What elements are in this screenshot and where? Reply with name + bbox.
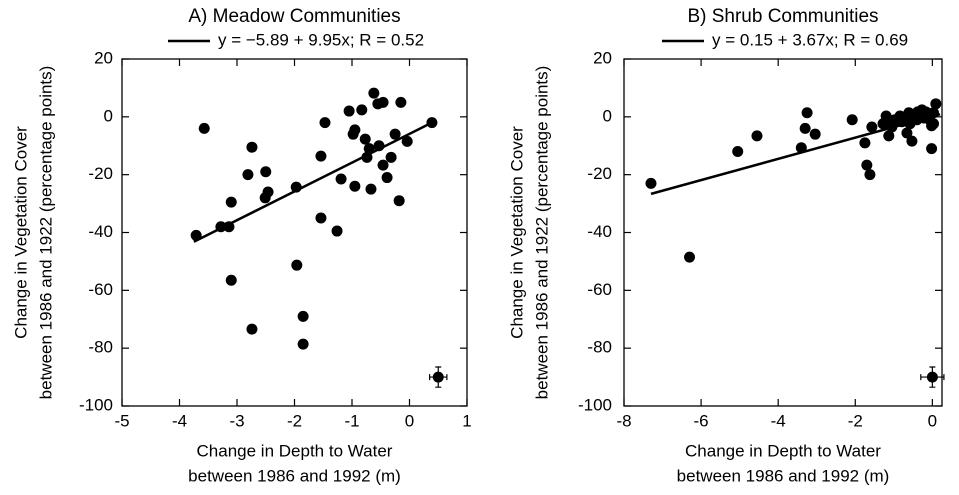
data-point (846, 114, 858, 126)
data-point (401, 135, 413, 147)
data-point (859, 137, 871, 149)
data-point (809, 128, 821, 140)
data-point (732, 146, 744, 158)
data-point (242, 169, 254, 181)
y-tick-label: -20 (587, 164, 612, 183)
data-point (260, 166, 272, 178)
x-tick-label: -6 (694, 411, 709, 430)
x-tick-label: -4 (172, 411, 187, 430)
error-bar-point (926, 371, 938, 383)
data-point (315, 150, 327, 162)
y-tick-label: 0 (603, 106, 612, 125)
data-point (381, 172, 393, 184)
y-tick-label: -80 (88, 338, 113, 357)
y-axis-label: Change in Vegetation Cover (507, 126, 526, 339)
x-tick-label: 0 (405, 411, 414, 430)
x-tick-label: -1 (344, 411, 359, 430)
data-point (335, 173, 347, 185)
data-point (926, 143, 938, 155)
x-tick-label: 1 (462, 411, 471, 430)
x-tick-label: 0 (928, 411, 937, 430)
y-axis-label: Change in Vegetation Cover (11, 126, 30, 339)
data-point (861, 159, 873, 171)
fit-line (650, 113, 941, 196)
y-tick-label: -20 (88, 164, 113, 183)
data-point (645, 177, 657, 189)
data-point (291, 259, 303, 271)
data-point (349, 124, 361, 136)
data-point (385, 151, 397, 163)
data-point (930, 98, 942, 110)
data-point (225, 274, 237, 286)
legend-label: y = 0.15 + 3.67x; R = 0.69 (712, 30, 908, 49)
chart-title: B) Shrub Communities (687, 6, 878, 27)
data-point (864, 169, 876, 181)
data-point (377, 96, 389, 108)
data-point (246, 141, 258, 153)
plot-frame (121, 58, 468, 407)
y-axis-label: between 1986 and 1922 (percentage points… (36, 66, 55, 400)
y-tick-label: 0 (104, 106, 113, 125)
data-point (246, 323, 258, 335)
data-point (426, 117, 438, 129)
x-tick-label: -2 (287, 411, 302, 430)
data-point (331, 225, 343, 237)
y-axis-label: between 1986 and 1922 (percentage points… (532, 66, 551, 400)
x-axis-label: between 1986 and 1992 (m) (677, 466, 890, 485)
y-tick-label: 20 (593, 48, 612, 67)
y-tick-label: -80 (587, 338, 612, 357)
data-point (368, 87, 380, 99)
x-tick-label: -4 (771, 411, 786, 430)
fit-line (193, 122, 431, 243)
chart-title: A) Meadow Communities (188, 6, 400, 27)
data-point (751, 130, 763, 142)
y-tick-label: 20 (94, 48, 113, 67)
data-point (315, 212, 327, 224)
x-axis-label: between 1986 and 1992 (m) (188, 466, 401, 485)
data-point (928, 118, 940, 130)
data-point (343, 105, 355, 117)
x-tick-label: -2 (848, 411, 863, 430)
data-point (359, 133, 371, 145)
x-tick-label: -8 (616, 411, 631, 430)
data-point (225, 196, 237, 208)
data-point (906, 135, 918, 147)
data-point (901, 127, 913, 139)
data-point (297, 310, 309, 322)
data-point (349, 180, 361, 192)
y-tick-label: -60 (587, 280, 612, 299)
data-point (356, 104, 368, 116)
data-point (365, 183, 377, 195)
data-point (684, 251, 696, 263)
data-point (395, 96, 407, 108)
data-point (297, 338, 309, 350)
y-tick-label: -100 (79, 395, 113, 414)
data-point (377, 159, 389, 171)
y-tick-label: -100 (578, 395, 612, 414)
data-point (866, 121, 878, 133)
x-axis-label: Change in Depth to Water (197, 441, 393, 460)
x-axis-label: Change in Depth to Water (685, 441, 881, 460)
plot-frame (623, 58, 943, 407)
error-bar-point (432, 371, 444, 383)
data-point (393, 195, 405, 207)
x-tick-label: -3 (229, 411, 244, 430)
data-point (389, 128, 401, 140)
data-point (262, 186, 274, 198)
data-point (198, 122, 210, 134)
x-tick-label: -5 (114, 411, 129, 430)
y-tick-label: -40 (587, 222, 612, 241)
data-point (883, 130, 895, 142)
data-point (801, 107, 813, 119)
data-point (319, 117, 331, 129)
y-tick-label: -60 (88, 280, 113, 299)
legend-label: y = −5.89 + 9.95x; R = 0.52 (218, 30, 424, 49)
y-tick-label: -40 (88, 222, 113, 241)
data-point (799, 122, 811, 134)
